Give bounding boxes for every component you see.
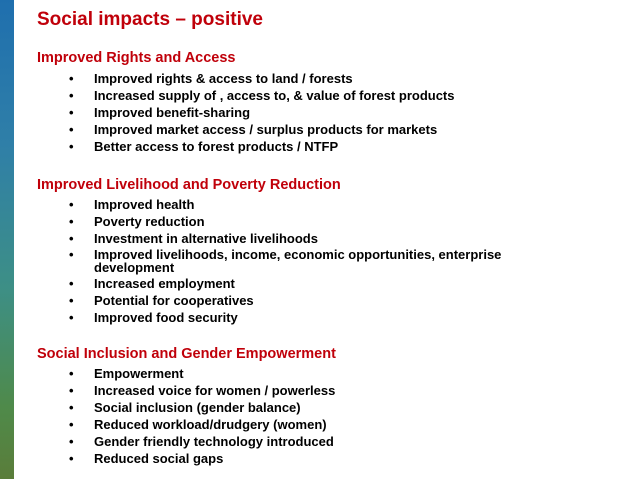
list-item: • Potential for cooperatives [69, 293, 254, 308]
list-item: • Reduced social gaps [69, 451, 224, 466]
list-item: • Gender friendly technology introduced [69, 434, 334, 449]
bullet-icon: • [69, 383, 74, 398]
section-heading-rights-access: Improved Rights and Access [37, 50, 236, 66]
list-item: • Improved rights & access to land / fore… [69, 71, 353, 86]
bullet-icon: • [69, 231, 74, 246]
list-item: • Social inclusion (gender balance) [69, 400, 301, 415]
bullet-icon: • [69, 122, 74, 137]
list-item: • Empowerment [69, 366, 184, 381]
bullet-icon: • [69, 400, 74, 415]
list-item: • Improved livelihoods, income, economic … [69, 247, 502, 275]
bullet-icon: • [69, 214, 74, 229]
bullet-list-livelihood-poverty: • Improved health • Poverty reduction • Inv… [0, 197, 564, 327]
bullet-list-rights-access: • Improved rights & access to land / fore… [0, 71, 564, 156]
list-item: • Improved market access / surplus produc… [69, 122, 438, 137]
bullet-icon: • [69, 276, 74, 291]
bullet-list-inclusion-gender: • Empowerment • Increased voice for women … [0, 366, 564, 468]
bullet-icon: • [69, 139, 74, 154]
bullet-icon: • [69, 451, 74, 466]
list-item: • Improved benefit-sharing [69, 105, 251, 120]
bullet-icon: • [69, 105, 74, 120]
list-item: • Increased employment [69, 276, 235, 291]
list-item: • Better access to forest products / NTFP [69, 139, 339, 154]
bullet-icon: • [69, 417, 74, 432]
bullet-icon: • [69, 71, 74, 86]
list-item: • Increased supply of , access to, & valu… [69, 88, 455, 103]
section-heading-livelihood-poverty: Improved Livelihood and Poverty Reductio… [37, 177, 341, 193]
bullet-icon: • [69, 310, 74, 325]
slide-title: Social impacts – positive [37, 9, 263, 30]
list-item: • Reduced workload/drudgery (women) [69, 417, 327, 432]
bullet-icon: • [69, 366, 74, 381]
list-item: • Improved food security [69, 310, 238, 325]
bullet-icon: • [69, 434, 74, 449]
bullet-icon: • [69, 197, 74, 212]
list-item: • Improved health [69, 197, 195, 212]
bullet-icon: • [69, 247, 74, 262]
list-item: • Increased voice for women / powerless [69, 383, 336, 398]
section-heading-inclusion-gender: Social Inclusion and Gender Empowerment [37, 346, 336, 362]
bullet-icon: • [69, 293, 74, 308]
list-item: • Investment in alternative livelihoods [69, 231, 318, 246]
list-item: • Poverty reduction [69, 214, 205, 229]
decorative-side-bar [0, 0, 14, 479]
bullet-icon: • [69, 88, 74, 103]
